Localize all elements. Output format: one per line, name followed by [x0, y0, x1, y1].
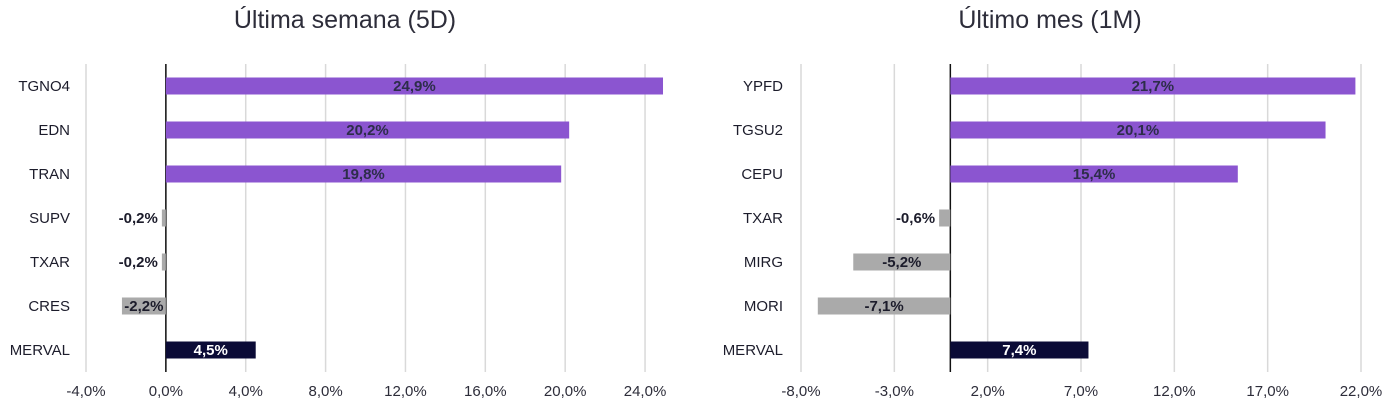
data-label: 7,4%	[1002, 342, 1036, 359]
x-tick-label: 22,0%	[1340, 383, 1383, 400]
bar-cepu	[950, 165, 1238, 183]
chart-plot-weekly: -4,0% 0,0% 4,0% 8,0% 12,0% 16,0% 20,0% 24,0% TGN…	[10, 64, 667, 400]
category-label: CEPU	[741, 166, 783, 183]
bar-tgno4	[165, 77, 664, 95]
category-label: TRAN	[29, 166, 70, 183]
data-label: 19,8%	[342, 166, 385, 183]
chart-title: Último mes (1M)	[958, 6, 1142, 34]
x-tick-label: 2,0%	[971, 383, 1005, 400]
category-label: YPFD	[743, 78, 783, 95]
chart-weekly: Última semana (5D) -4,0% 0,0% 4,0% 8,0% 12,0…	[0, 0, 690, 410]
x-tick-label: 24,0%	[624, 383, 667, 400]
chart-title: Última semana (5D)	[233, 6, 457, 34]
x-tick-label: 4,0%	[229, 383, 263, 400]
x-tick-label: 12,0%	[384, 383, 427, 400]
category-label: TXAR	[30, 254, 70, 271]
data-label: -0,2%	[119, 210, 158, 227]
data-label: 21,7%	[1132, 78, 1175, 95]
data-label: -7,1%	[864, 298, 903, 315]
bar-supv	[161, 209, 166, 227]
category-label: MIRG	[744, 254, 783, 271]
data-label: -5,2%	[882, 254, 921, 271]
bar-tgsu2	[950, 121, 1326, 139]
data-label: 4,5%	[194, 342, 228, 359]
category-label: EDN	[38, 122, 70, 139]
x-tick-label: -3,0%	[875, 383, 914, 400]
bar-mirg	[853, 253, 951, 271]
data-label: -0,2%	[119, 254, 158, 271]
category-label: MERVAL	[723, 342, 783, 359]
chart-plot-monthly: -8,0% -3,0% 2,0% 7,0% 12,0% 17,0% 22,0% YPFD 21,…	[723, 64, 1383, 400]
data-label: 24,9%	[393, 78, 436, 95]
category-label: SUPV	[29, 210, 70, 227]
data-label: -2,2%	[124, 298, 163, 315]
bar-merval	[950, 341, 1089, 359]
x-tick-label: 16,0%	[464, 383, 507, 400]
x-tick-label: 8,0%	[308, 383, 342, 400]
bar-ypfd	[950, 77, 1356, 95]
x-tick-label: 17,0%	[1246, 383, 1289, 400]
x-tick-label: 20,0%	[544, 383, 587, 400]
data-label: 20,2%	[346, 122, 389, 139]
x-tick-label: -8,0%	[781, 383, 820, 400]
bar-cres	[121, 297, 166, 315]
bar-merval	[165, 341, 256, 359]
x-tick-label: 0,0%	[149, 383, 183, 400]
category-label: TXAR	[743, 210, 783, 227]
data-label: 20,1%	[1117, 122, 1160, 139]
bar-txar	[161, 253, 166, 271]
chart-monthly: Último mes (1M) -8,0% -3,0% 2,0% 7,0% 12,0% 1…	[700, 0, 1400, 410]
category-label: MORI	[744, 298, 783, 315]
x-tick-label: 7,0%	[1064, 383, 1098, 400]
category-label: CRES	[28, 298, 70, 315]
data-label: 15,4%	[1073, 166, 1116, 183]
bar-tran	[165, 165, 562, 183]
category-label: MERVAL	[10, 342, 70, 359]
bar-edn	[165, 121, 570, 139]
x-tick-label: 12,0%	[1153, 383, 1196, 400]
category-label: TGNO4	[18, 78, 70, 95]
category-label: TGSU2	[733, 122, 783, 139]
x-tick-label: -4,0%	[66, 383, 105, 400]
data-label: -0,6%	[896, 210, 935, 227]
bar-txar	[939, 209, 951, 227]
bar-mori	[817, 297, 951, 315]
